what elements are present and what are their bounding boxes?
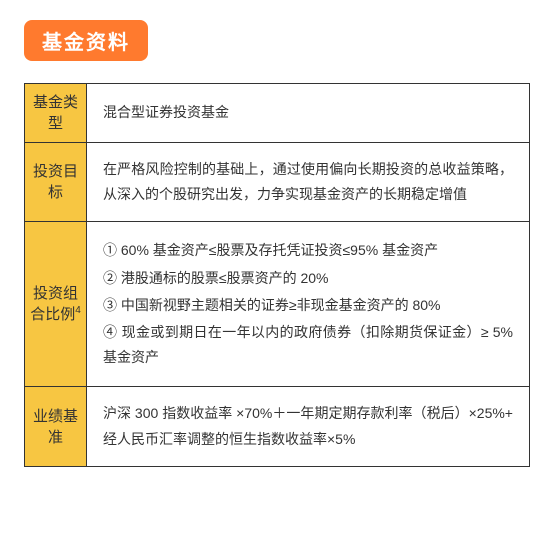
portfolio-item: ② 港股通标的股票≤股票资产的 20% [103, 266, 513, 291]
label-cell-benchmark: 业绩基准 [25, 387, 87, 466]
label-text: 投资目标 [33, 163, 78, 201]
content-cell-portfolio: ① 60% 基金资产≤股票及存托凭证投资≤95% 基金资产 ② 港股通标的股票≤… [87, 222, 530, 387]
label-text: 投资组合比例 [30, 285, 78, 323]
fund-info-table: 基金类型 混合型证券投资基金 投资目标 在严格风险控制的基础上，通过使用偏向长期… [24, 83, 530, 467]
label-sup: 4 [75, 305, 81, 316]
table-row: 基金类型 混合型证券投资基金 [25, 84, 530, 143]
portfolio-item: ① 60% 基金资产≤股票及存托凭证投资≤95% 基金资产 [103, 238, 513, 263]
content-cell-fund-type: 混合型证券投资基金 [87, 84, 530, 143]
label-cell-fund-type: 基金类型 [25, 84, 87, 143]
label-text: 基金类型 [33, 94, 78, 132]
table-row: 投资组合比例4 ① 60% 基金资产≤股票及存托凭证投资≤95% 基金资产 ② … [25, 222, 530, 387]
content-cell-invest-goal: 在严格风险控制的基础上，通过使用偏向长期投资的总收益策略，从深入的个股研究出发，… [87, 143, 530, 222]
section-title-text: 基金资料 [42, 32, 130, 54]
table-row: 业绩基准 沪深 300 指数收益率 ×70%＋一年期定期存款利率（税后）×25%… [25, 387, 530, 466]
label-cell-portfolio: 投资组合比例4 [25, 222, 87, 387]
content-cell-benchmark: 沪深 300 指数收益率 ×70%＋一年期定期存款利率（税后）×25%+ 经人民… [87, 387, 530, 466]
table-row: 投资目标 在严格风险控制的基础上，通过使用偏向长期投资的总收益策略，从深入的个股… [25, 143, 530, 222]
label-cell-invest-goal: 投资目标 [25, 143, 87, 222]
content-text: 沪深 300 指数收益率 ×70%＋一年期定期存款利率（税后）×25%+ 经人民… [103, 405, 513, 446]
content-text: 混合型证券投资基金 [103, 104, 229, 120]
content-text: 在严格风险控制的基础上，通过使用偏向长期投资的总收益策略，从深入的个股研究出发，… [103, 161, 513, 202]
section-title-badge: 基金资料 [24, 20, 148, 61]
label-text: 业绩基准 [33, 408, 78, 446]
portfolio-item: ③ 中国新视野主题相关的证券≥非现金基金资产的 80% [103, 293, 513, 318]
portfolio-item: ④ 现金或到期日在一年以内的政府债券（扣除期货保证金）≥ 5% 基金资产 [103, 320, 513, 370]
